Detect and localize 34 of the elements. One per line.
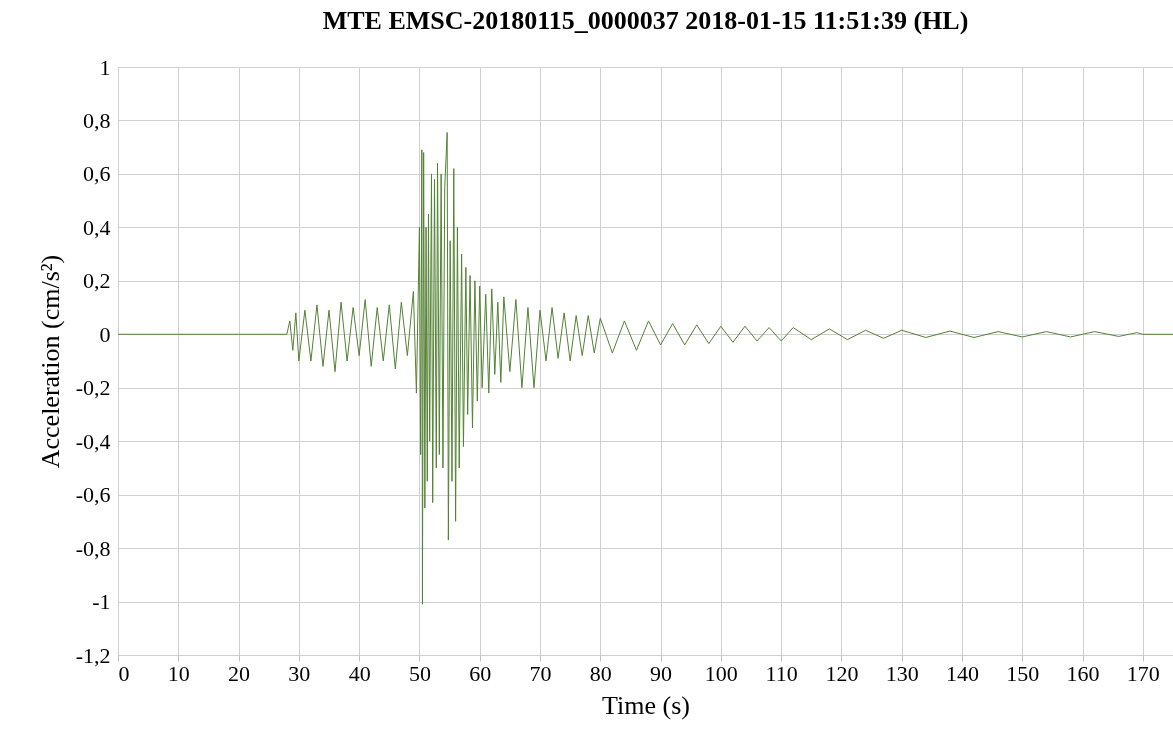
y-tick-label: -1 bbox=[92, 589, 111, 615]
x-tick-label: 170 bbox=[1126, 660, 1160, 686]
x-tick-label: 60 bbox=[469, 660, 492, 686]
x-tick-label: 90 bbox=[650, 660, 673, 686]
y-tick-label: -0,6 bbox=[75, 482, 111, 508]
x-tick-label: 80 bbox=[589, 660, 612, 686]
y-tick-label: 1 bbox=[99, 54, 111, 80]
x-tick-label: 0 bbox=[118, 660, 130, 686]
x-tick-label: 30 bbox=[288, 660, 311, 686]
y-tick-label: 0,8 bbox=[83, 107, 111, 133]
y-tick-label: 0,6 bbox=[83, 161, 111, 187]
x-tick-label: 70 bbox=[529, 660, 552, 686]
y-tick-label: -1,2 bbox=[75, 642, 111, 668]
x-tick-label: 20 bbox=[228, 660, 251, 686]
y-axis-title: Acceleration (cm/s²) bbox=[35, 254, 65, 469]
y-tick-label: -0,2 bbox=[75, 375, 111, 401]
x-tick-label: 110 bbox=[765, 660, 798, 686]
x-tick-label: 150 bbox=[1006, 660, 1040, 686]
chart-title: MTE EMSC-20180115_0000037 2018-01-15 11:51:39 (HL) bbox=[322, 6, 969, 35]
x-tick-label: 10 bbox=[167, 660, 190, 686]
y-tick-label: -0,8 bbox=[75, 535, 111, 561]
x-tick-label: 140 bbox=[946, 660, 979, 686]
x-tick-label: 130 bbox=[885, 660, 919, 686]
x-tick-label: 100 bbox=[704, 660, 738, 686]
y-tick-label: 0,2 bbox=[83, 268, 111, 294]
x-tick-label: 160 bbox=[1066, 660, 1100, 686]
y-tick-label: -0,4 bbox=[75, 428, 111, 454]
x-tick-label: 50 bbox=[408, 660, 431, 686]
line-series bbox=[118, 131, 1173, 605]
y-tick-label: 0,4 bbox=[83, 214, 111, 240]
x-axis-title: Time (s) bbox=[602, 690, 690, 720]
x-tick-label: 40 bbox=[348, 660, 371, 686]
x-tick-label: 120 bbox=[825, 660, 859, 686]
y-tick-label: 0 bbox=[99, 321, 111, 347]
